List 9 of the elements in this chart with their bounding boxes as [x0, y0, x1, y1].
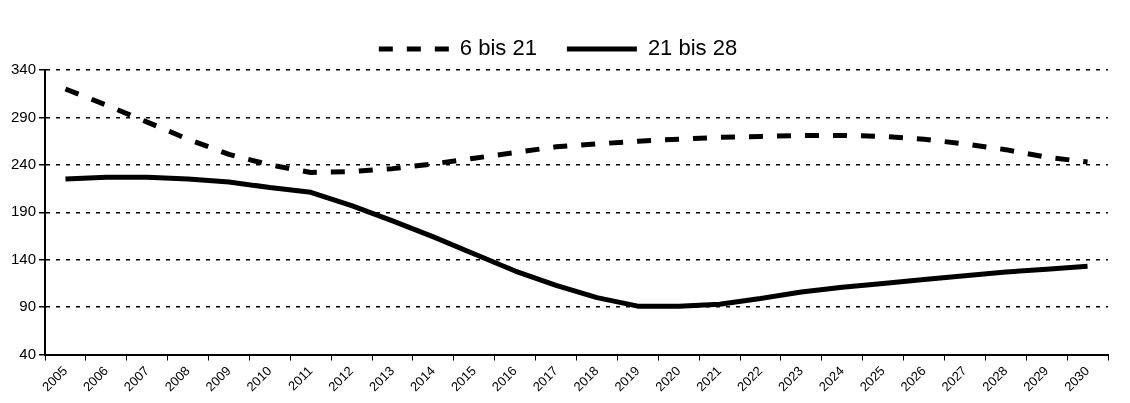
y-tick-label: 340 [11, 60, 37, 78]
y-tick-label: 140 [11, 249, 37, 267]
y-tick-label: 290 [11, 107, 37, 125]
y-tick-label: 90 [19, 297, 37, 315]
legend-label: 6 bis 21 [459, 35, 537, 61]
legend-label: 21 bis 28 [647, 35, 738, 61]
y-tick-label: 40 [19, 344, 37, 362]
y-tick-label: 190 [11, 202, 37, 220]
y-tick-label: 240 [11, 154, 37, 172]
